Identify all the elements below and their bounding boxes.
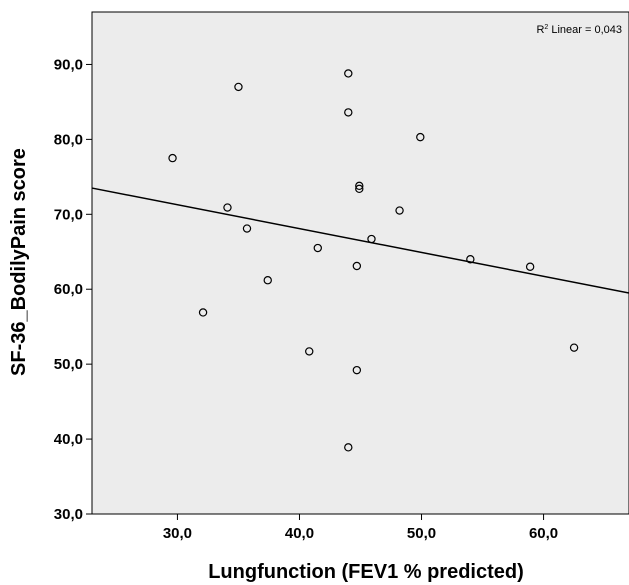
- y-tick-label: 40,0: [54, 431, 83, 448]
- data-point: [525, 262, 535, 271]
- y-axis: 30,0 40,0 50,0 60,0 70,0 80,0 90,0: [54, 56, 92, 523]
- data-point: [313, 243, 322, 253]
- r2-annotation: R2 Linear = 0,043: [536, 24, 622, 36]
- r2-superscript: 2: [544, 24, 548, 31]
- data-point: [569, 343, 579, 352]
- y-tick-label: 50,0: [54, 356, 83, 373]
- r2-prefix: R: [536, 24, 544, 36]
- data-point: [352, 365, 362, 375]
- data-point: [395, 206, 404, 215]
- x-tick-label: 30,0: [163, 525, 192, 542]
- data-point: [352, 261, 362, 271]
- x-tick-label: 60,0: [529, 525, 558, 542]
- x-tick-label: 40,0: [285, 525, 314, 542]
- data-point: [198, 308, 208, 317]
- data-point: [466, 255, 475, 264]
- data-point: [355, 181, 364, 191]
- data-point: [305, 347, 314, 356]
- plot-area: [91, 11, 629, 515]
- data-point: [223, 203, 232, 212]
- data-point: [263, 276, 272, 285]
- data-point: [234, 82, 243, 92]
- fit-line-group: [91, 187, 629, 294]
- data-point: [367, 234, 376, 244]
- y-tick-label: 70,0: [54, 206, 83, 223]
- data-point: [242, 224, 252, 233]
- y-axis-title: SF-36_BodilyPain score: [8, 148, 30, 376]
- data-points: [168, 69, 579, 452]
- data-point: [344, 69, 353, 78]
- x-tick-label: 50,0: [407, 525, 436, 542]
- data-point: [416, 132, 425, 142]
- data-point: [344, 108, 353, 117]
- y-tick-label: 90,0: [54, 56, 83, 73]
- y-tick-label: 60,0: [54, 281, 83, 298]
- data-point: [355, 184, 364, 194]
- x-axis-title: Lungfunction (FEV1 % predicted): [208, 561, 524, 583]
- data-point: [168, 153, 177, 163]
- r2-text: Linear = 0,043: [548, 24, 622, 36]
- data-point: [344, 443, 353, 452]
- y-tick-label: 80,0: [54, 131, 83, 148]
- y-tick-label: 30,0: [54, 506, 83, 523]
- fit-line: [91, 187, 629, 294]
- x-axis: 30,0 40,0 50,0 60,0: [163, 514, 558, 542]
